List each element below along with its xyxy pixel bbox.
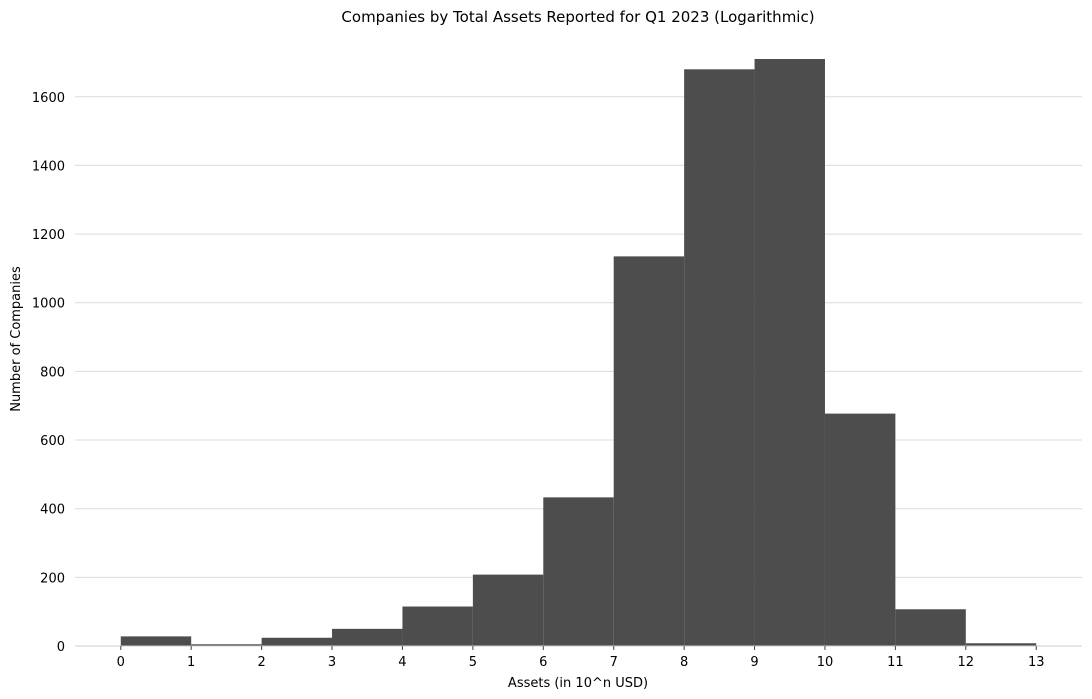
x-tick-label: 12 xyxy=(958,655,975,670)
histogram-bar xyxy=(332,628,403,646)
y-tick-label: 1600 xyxy=(32,91,65,106)
x-tick-label: 13 xyxy=(1028,655,1045,670)
histogram-bar xyxy=(472,574,544,646)
x-tick-label: 1 xyxy=(187,655,195,670)
histogram-bar xyxy=(402,606,473,646)
y-tick-labels: 0 200 400 600 800 1000 1200 1400 1600 xyxy=(32,91,65,655)
histogram-bar xyxy=(613,256,685,646)
grid-lines xyxy=(75,96,1082,578)
y-tick-label: 200 xyxy=(40,571,65,586)
x-axis-label: Assets (in 10^n USD) xyxy=(508,676,648,691)
histogram-bar xyxy=(261,637,333,646)
histogram-bar xyxy=(543,497,614,646)
x-tick-labels: 0 1 2 3 4 5 6 7 8 9 10 11 12 13 xyxy=(117,646,1045,670)
x-tick-label: 3 xyxy=(328,655,336,670)
x-tick-label: 11 xyxy=(887,655,904,670)
y-tick-label: 400 xyxy=(40,503,65,518)
histogram-bar xyxy=(895,609,966,646)
y-tick-label: 800 xyxy=(40,365,65,380)
chart-title: Companies by Total Assets Reported for Q… xyxy=(341,8,814,26)
histogram-bar xyxy=(824,413,896,646)
y-tick-label: 1200 xyxy=(32,228,65,243)
y-tick-label: 1000 xyxy=(32,297,65,312)
x-tick-label: 10 xyxy=(817,655,834,670)
x-tick-label: 4 xyxy=(398,655,406,670)
histogram-bar xyxy=(191,644,262,646)
y-tick-label: 0 xyxy=(57,640,65,655)
y-axis-label: Number of Companies xyxy=(9,266,24,412)
x-tick-label: 8 xyxy=(680,655,688,670)
x-tick-label: 2 xyxy=(257,655,265,670)
y-tick-label: 600 xyxy=(40,434,65,449)
x-tick-label: 5 xyxy=(469,655,477,670)
bars xyxy=(120,59,1037,647)
x-tick-label: 6 xyxy=(539,655,547,670)
histogram-bar xyxy=(684,69,755,647)
histogram-bar xyxy=(120,636,192,646)
y-tick-label: 1400 xyxy=(32,159,65,174)
x-tick-label: 7 xyxy=(610,655,618,670)
histogram-bar xyxy=(965,643,1037,646)
x-tick-label: 9 xyxy=(750,655,758,670)
histogram-bar xyxy=(754,59,825,646)
x-tick-label: 0 xyxy=(117,655,125,670)
